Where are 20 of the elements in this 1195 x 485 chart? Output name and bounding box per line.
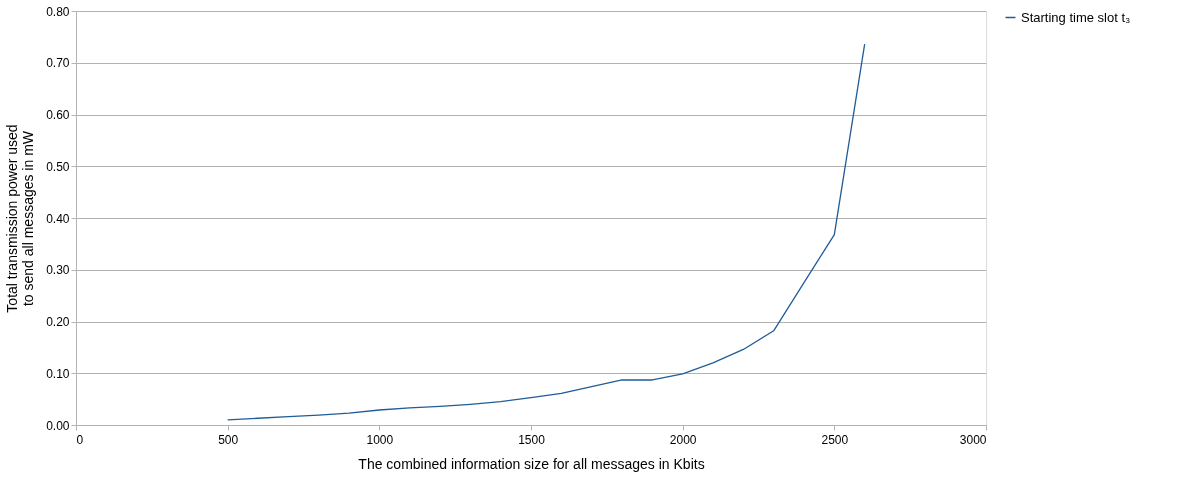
x-tick-label: 2000: [669, 432, 697, 447]
x-tick-label: 1500: [518, 432, 546, 447]
y-tick-label: 0.00: [46, 418, 70, 433]
y-tick-label: 0.10: [46, 366, 70, 381]
x-tick-label: 3000: [959, 432, 987, 447]
y-axis-title: Total transmission power used to send all messages in mW: [4, 124, 37, 313]
x-tick-label: 0: [76, 432, 84, 447]
x-tick-label: 2500: [821, 432, 849, 447]
x-tick-label: 500: [218, 432, 239, 447]
legend-label: Starting time slot t₃: [1021, 9, 1131, 25]
y-tick-label: 0.40: [46, 211, 70, 226]
x-axis-title: The combined information size for all messages in Kbits: [358, 455, 705, 472]
y-tick-label: 0.30: [46, 263, 70, 278]
y-tick-label: 0.20: [46, 315, 70, 329]
line-series: [227, 43, 866, 421]
x-tick-label: 1000: [366, 432, 394, 447]
y-tick-label: 0.60: [46, 108, 70, 122]
y-tick-label: 0.70: [46, 56, 70, 71]
y-tick-label: 0.80: [46, 4, 70, 19]
y-tick-label: 0.50: [46, 159, 70, 174]
